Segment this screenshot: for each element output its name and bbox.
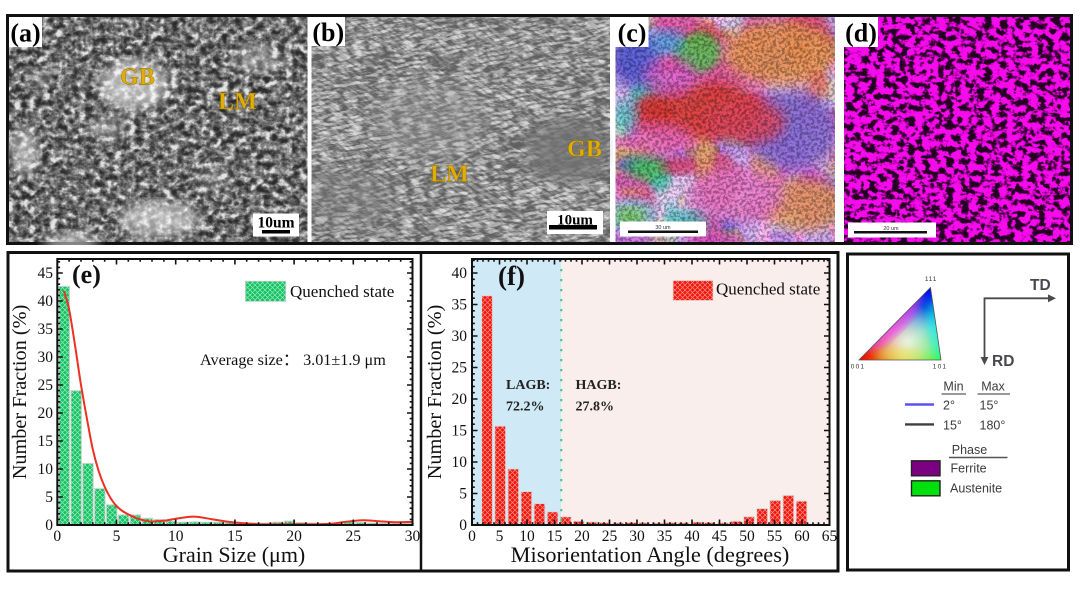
svg-text:20: 20 xyxy=(38,405,54,422)
svg-text:Ferrite: Ferrite xyxy=(951,462,987,476)
svg-text:10: 10 xyxy=(519,528,535,545)
svg-text:25: 25 xyxy=(452,360,468,377)
svg-text:LM: LM xyxy=(218,89,257,115)
svg-text:(c): (c) xyxy=(618,18,647,47)
svg-text:35: 35 xyxy=(452,297,468,314)
svg-text:50: 50 xyxy=(739,528,755,545)
svg-text:55: 55 xyxy=(767,528,783,545)
svg-text:5: 5 xyxy=(496,528,504,545)
svg-text:15: 15 xyxy=(38,433,54,450)
svg-text:10: 10 xyxy=(168,528,184,545)
svg-text:27.8%: 27.8% xyxy=(576,400,615,415)
svg-text:LM: LM xyxy=(430,162,469,188)
svg-text:Number Fraction (%): Number Fraction (%) xyxy=(424,305,446,480)
svg-text:15: 15 xyxy=(547,528,563,545)
svg-text:GB: GB xyxy=(120,65,155,91)
svg-text:Max: Max xyxy=(981,380,1005,394)
svg-text:(b): (b) xyxy=(312,18,344,47)
svg-text:001: 001 xyxy=(851,364,865,371)
svg-text:30 um: 30 um xyxy=(655,225,671,231)
svg-text:GB: GB xyxy=(567,137,602,163)
svg-text:30: 30 xyxy=(405,528,421,545)
svg-text:20: 20 xyxy=(574,528,590,545)
svg-text:15: 15 xyxy=(452,423,468,440)
svg-text:Min: Min xyxy=(943,380,963,394)
svg-text:5: 5 xyxy=(45,489,53,506)
svg-text:0: 0 xyxy=(53,528,61,545)
svg-text:(f): (f) xyxy=(498,261,525,291)
svg-text:Quenched state: Quenched state xyxy=(290,282,394,301)
svg-text:15: 15 xyxy=(227,528,243,545)
svg-text:5: 5 xyxy=(459,486,467,503)
svg-text:HAGB:: HAGB: xyxy=(576,378,622,393)
svg-text:72.2%: 72.2% xyxy=(506,400,545,415)
svg-text:0: 0 xyxy=(45,517,53,534)
svg-text:35: 35 xyxy=(657,528,673,545)
svg-text:25: 25 xyxy=(602,528,618,545)
svg-text:30: 30 xyxy=(452,328,468,345)
svg-text:111: 111 xyxy=(925,276,937,283)
svg-text:180°: 180° xyxy=(980,419,1006,433)
svg-text:0: 0 xyxy=(468,528,476,545)
svg-text:10um: 10um xyxy=(257,215,294,232)
svg-text:65: 65 xyxy=(822,528,838,545)
svg-text:60: 60 xyxy=(794,528,810,545)
svg-text:Misorientation Angle (degrees): Misorientation Angle (degrees) xyxy=(511,542,790,567)
svg-text:2°: 2° xyxy=(943,399,955,413)
svg-text:35: 35 xyxy=(38,321,54,338)
svg-text:(d): (d) xyxy=(845,18,877,47)
svg-text:LAGB:: LAGB: xyxy=(506,378,550,393)
svg-text:RD: RD xyxy=(992,353,1014,370)
svg-text:10um: 10um xyxy=(557,213,593,229)
svg-text:Austenite: Austenite xyxy=(950,482,1002,496)
svg-text:(a): (a) xyxy=(10,18,40,47)
svg-text:TD: TD xyxy=(1030,277,1051,294)
svg-text:20: 20 xyxy=(452,391,468,408)
svg-text:Number Fraction (%): Number Fraction (%) xyxy=(9,305,31,480)
svg-text:10: 10 xyxy=(452,454,468,471)
svg-text:40: 40 xyxy=(684,528,700,545)
svg-text:15°: 15° xyxy=(943,419,962,433)
svg-text:20 um: 20 um xyxy=(883,226,899,232)
svg-text:Grain Size (μm): Grain Size (μm) xyxy=(163,542,306,567)
svg-text:Average size： 3.01±1.9 μm: Average size： 3.01±1.9 μm xyxy=(200,351,386,369)
svg-text:30: 30 xyxy=(38,349,54,366)
svg-text:Phase: Phase xyxy=(952,443,987,457)
svg-text:15°: 15° xyxy=(980,399,999,413)
svg-text:5: 5 xyxy=(113,528,121,545)
svg-text:40: 40 xyxy=(38,293,54,310)
svg-text:25: 25 xyxy=(38,377,54,394)
svg-text:30: 30 xyxy=(629,528,645,545)
svg-text:(e): (e) xyxy=(72,260,101,289)
svg-text:101: 101 xyxy=(933,364,947,371)
svg-text:45: 45 xyxy=(38,265,54,282)
svg-text:25: 25 xyxy=(346,528,362,545)
svg-text:0: 0 xyxy=(459,517,467,534)
svg-text:20: 20 xyxy=(286,528,302,545)
svg-text:10: 10 xyxy=(38,461,54,478)
svg-text:Quenched state: Quenched state xyxy=(716,280,820,299)
svg-text:40: 40 xyxy=(452,265,468,282)
svg-text:45: 45 xyxy=(712,528,728,545)
